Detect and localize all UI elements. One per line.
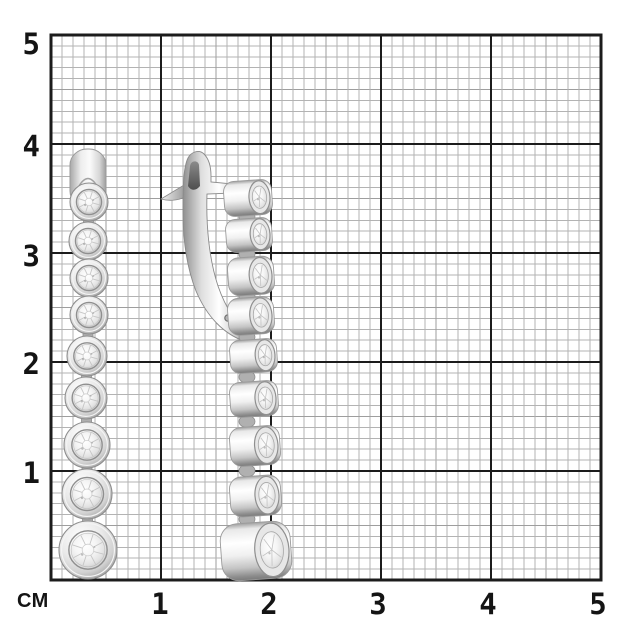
bezel-stone (69, 182, 109, 222)
y-axis-label-5: 5 (23, 27, 40, 61)
earring-front-view (58, 148, 118, 580)
cylinder-stone (229, 338, 278, 374)
x-axis-label-2: 2 (260, 587, 277, 621)
cylinder-stone (227, 255, 275, 297)
x-axis-label-3: 3 (369, 587, 386, 621)
cylinder-stone (229, 425, 281, 467)
cylinder-stone (227, 296, 275, 336)
cylinder-stone (219, 520, 293, 582)
earring-side-view (160, 151, 293, 582)
bezel-stone (66, 335, 108, 377)
bezel-stone (69, 295, 109, 335)
x-axis-label-4: 4 (479, 587, 496, 621)
bezel-stone (64, 376, 108, 420)
x-axis-label-1: 1 (151, 587, 168, 621)
cylinder-stone (223, 179, 273, 217)
measurement-grid (49, 33, 603, 582)
lever-back-slot (188, 161, 200, 190)
x-axis-label-5: 5 (589, 587, 606, 621)
bezel-stone (58, 520, 118, 580)
axis-labels: 5 4 3 2 1 СМ 1 2 3 4 5 (17, 27, 607, 621)
cylinder-stone (229, 380, 279, 418)
y-axis-label-3: 3 (23, 239, 40, 273)
bezel-stone (68, 221, 108, 261)
cylinder-stone (225, 217, 273, 253)
unit-label-cm: СМ (17, 590, 49, 612)
lever-back-hook (182, 151, 250, 342)
bezel-stone (63, 421, 111, 469)
y-axis-label-1: 1 (23, 456, 40, 490)
y-axis-label-2: 2 (23, 347, 40, 381)
bezel-stone (61, 468, 113, 520)
cylinder-stone (229, 474, 282, 518)
y-axis-label-4: 4 (23, 129, 40, 163)
grid-border (49, 33, 603, 582)
bezel-stone (69, 258, 109, 298)
